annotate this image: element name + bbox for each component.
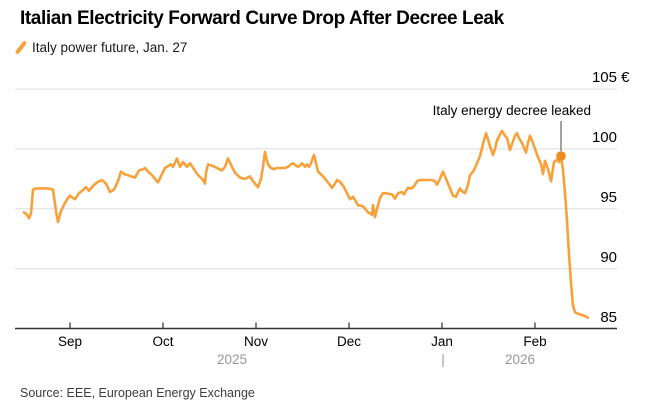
x-tick-label: Jan — [431, 334, 453, 349]
y-tick-label: 85 — [600, 308, 617, 326]
x-tick-label: Oct — [152, 334, 174, 349]
legend-label: Italy power future, Jan. 27 — [32, 39, 188, 55]
x-tick-label: Sep — [57, 334, 83, 349]
y-tick-label: 90 — [600, 248, 617, 266]
y-tick-label: 105 € — [591, 69, 630, 86]
annotation-label: Italy energy decree leaked — [432, 103, 591, 118]
x-tick-label: Nov — [243, 334, 268, 349]
y-axis-unit: € — [617, 69, 630, 86]
source-note: Source: EEE, European Energy Exchange — [20, 386, 255, 400]
x-tick-label: Feb — [523, 334, 547, 349]
chart-title: Italian Electricity Forward Curve Drop A… — [20, 8, 504, 29]
y-tick-label: 100 — [591, 128, 617, 146]
x-year-label: 2025 — [216, 352, 248, 367]
series-end-marker — [556, 151, 566, 161]
y-tick-label: 95 — [600, 188, 617, 206]
x-year-label: | — [441, 352, 445, 367]
price-line — [22, 129, 590, 320]
legend: Italy power future, Jan. 27 — [14, 38, 187, 56]
x-year-label: 2026 — [504, 352, 536, 367]
x-tick-label: Dec — [336, 334, 361, 349]
